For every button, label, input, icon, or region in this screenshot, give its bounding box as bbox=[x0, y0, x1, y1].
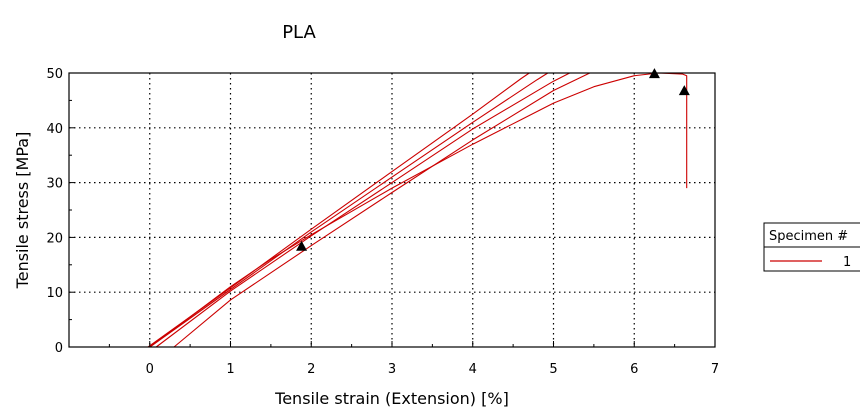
series-line-3 bbox=[149, 72, 549, 348]
y-tick-label: 40 bbox=[46, 122, 63, 137]
y-tick-label: 20 bbox=[46, 231, 63, 246]
series-line-5 bbox=[173, 72, 591, 348]
triangle-marker bbox=[678, 85, 690, 96]
series-line-4 bbox=[155, 72, 570, 348]
series-layer bbox=[147, 72, 688, 348]
x-tick-label: 2 bbox=[307, 362, 315, 377]
y-axis-label: Tensile stress [MPa] bbox=[13, 132, 32, 290]
grid bbox=[69, 73, 715, 347]
x-axis-label: Tensile strain (Extension) [%] bbox=[274, 389, 509, 408]
y-tick-label: 30 bbox=[46, 177, 63, 192]
x-tick-label: 7 bbox=[711, 362, 719, 377]
x-tick-label: 4 bbox=[469, 362, 477, 377]
legend: Specimen # 1 bbox=[763, 222, 860, 272]
triangle-marker bbox=[296, 240, 308, 251]
legend-entry-1: 1 bbox=[843, 255, 851, 270]
x-tick-label: 1 bbox=[226, 362, 234, 377]
legend-title: Specimen # bbox=[769, 229, 848, 244]
x-tick-label: 3 bbox=[388, 362, 396, 377]
series-line-2 bbox=[147, 72, 530, 348]
tick-layer: 0 1 2 3 4 5 6 7 0 10 20 30 40 50 bbox=[46, 67, 719, 377]
x-tick-label: 5 bbox=[549, 362, 557, 377]
y-tick-label: 0 bbox=[55, 341, 63, 356]
y-tick-label: 10 bbox=[46, 286, 63, 301]
x-tick-label: 6 bbox=[630, 362, 638, 377]
x-tick-label: 0 bbox=[146, 362, 154, 377]
y-tick-label: 50 bbox=[46, 67, 63, 82]
chart-title: PLA bbox=[282, 22, 316, 43]
marker-layer bbox=[296, 68, 690, 251]
